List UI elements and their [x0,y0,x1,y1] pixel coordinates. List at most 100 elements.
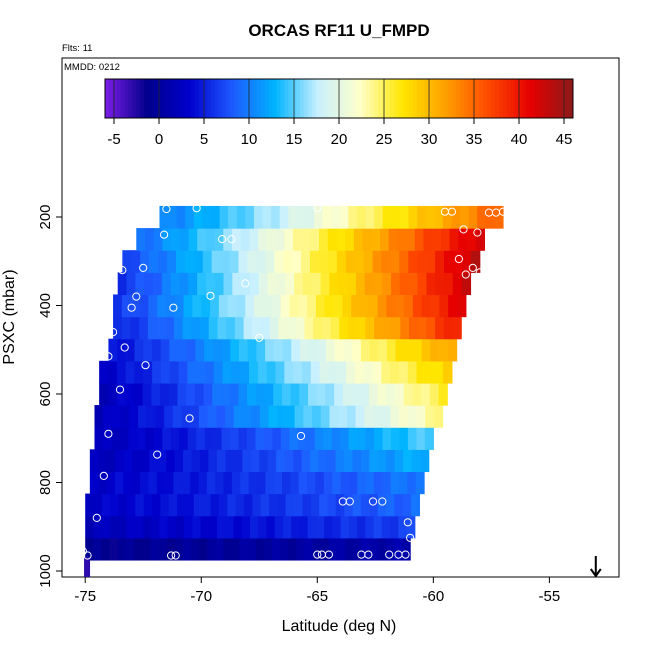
heatmap-cell [243,493,253,517]
heatmap-cell [334,338,344,362]
heatmap-cell [125,382,135,406]
heatmap-cell [235,493,245,517]
heatmap-cell [364,272,375,296]
heatmap-cell [94,405,104,428]
heatmap-cell [307,515,317,539]
heatmap-cell [221,427,231,450]
heatmap-cell [294,405,304,428]
heatmap-cell [157,449,167,473]
heatmap-cell [107,360,118,384]
colorbar-swatch [545,79,551,118]
heatmap-cell [373,471,383,495]
heatmap-cell [219,205,229,229]
heatmap-cell [377,294,388,318]
heatmap-cell [119,427,129,450]
heatmap-cell [327,449,337,473]
heatmap-cell [93,515,103,539]
heatmap-cell [167,250,177,273]
flight-point [241,279,250,288]
heatmap-cell [160,360,171,384]
colorbar-tick-label: 40 [511,131,528,148]
heatmap-cell [334,382,344,406]
heatmap-cell [386,382,396,406]
flight-point [406,533,415,542]
heatmap-cell [98,471,108,495]
heatmap-cell [299,338,310,362]
heatmap-cell [368,294,379,318]
heatmap-cell [406,228,416,251]
heatmap-cell [121,294,132,318]
heatmap-cell [115,449,125,473]
heatmap-cell [461,250,472,273]
heatmap-cell [247,338,257,362]
heatmap-cell [395,338,405,362]
heatmap-cell [111,405,122,428]
heatmap-cell [98,449,108,473]
heatmap-cell [348,515,358,539]
heatmap-cell [360,382,370,406]
heatmap-cell [284,449,294,473]
heatmap-cell [199,449,210,473]
heatmap-cell [312,537,322,561]
heatmap-cell [280,294,291,318]
heatmap-cell [331,427,341,450]
heatmap-cell [174,294,185,318]
heatmap-cell [240,360,250,384]
colorbar-swatch [491,79,496,118]
heatmap-cell [330,316,340,340]
heatmap-cell [232,272,242,296]
heatmap-cell [373,272,383,296]
heatmap-cell [242,449,252,473]
flight-point [141,361,150,370]
heatmap-cell [314,205,324,229]
heatmap-cell [379,228,390,251]
heatmap-cell [411,449,421,473]
colorbar-swatch [459,79,465,118]
colorbar-swatch [409,79,414,118]
heatmap-cell [140,250,150,273]
heatmap-cell [135,493,145,517]
heatmap-cell [390,427,401,450]
heatmap-cell [233,405,244,428]
heatmap-cell [253,205,264,229]
heatmap-cell [414,228,425,251]
heatmap-cell [175,515,185,539]
y-tick-label: 1000 [37,554,54,587]
flight-point [171,551,180,560]
heatmap-cell [333,294,343,318]
heatmap-cell [353,537,362,561]
heatmap-cell [296,205,307,229]
colorbar-swatch [413,79,418,118]
colorbar-swatch [264,79,270,118]
colorbar-tick-label: 35 [466,131,483,148]
heatmap-cell [197,272,207,296]
flight-point [118,266,127,275]
heatmap-cell [257,360,268,384]
colorbar-swatch [194,79,200,118]
colorbar-swatch [272,79,278,118]
heatmap-cell [398,360,409,384]
heatmap-cell [136,427,146,450]
colorbar-tick-label: 30 [421,131,438,148]
heatmap-cell [139,316,149,340]
heatmap-cell [407,471,417,495]
heatmap-cell [192,515,202,539]
heatmap-cell [116,360,127,384]
heatmap-cell [357,471,367,495]
heatmap-cell [202,205,212,229]
heatmap-cell [438,382,448,406]
heatmap-cell [303,405,313,428]
heatmap-cell [190,405,200,428]
heatmap-cell [320,272,330,296]
heatmap-cell [172,405,183,428]
heatmap-cell [262,205,272,229]
heatmap-cell [101,537,111,561]
heatmap-cell [277,405,287,428]
heatmap-cell [190,471,200,495]
heatmap-cell [147,316,158,340]
heatmap-cell [101,515,111,539]
colorbar-swatch [549,79,554,118]
heatmap-cell [417,316,427,340]
heatmap-cell [187,427,197,450]
heatmap-cell [227,294,238,318]
